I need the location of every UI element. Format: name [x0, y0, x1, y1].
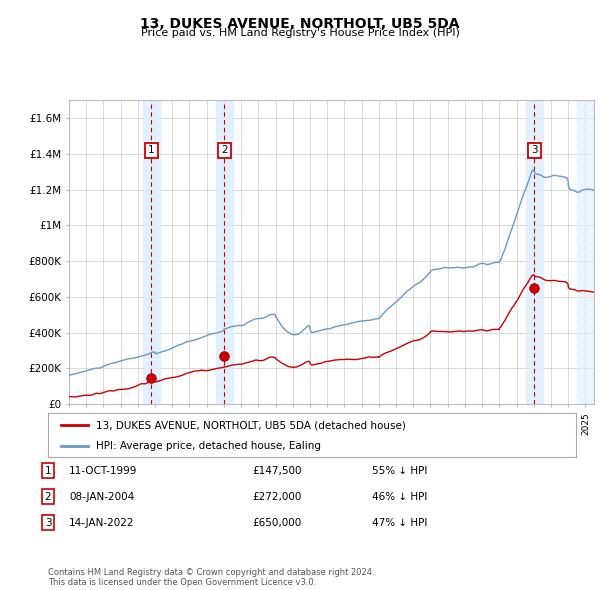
- Text: HPI: Average price, detached house, Ealing: HPI: Average price, detached house, Eali…: [95, 441, 320, 451]
- Text: 55% ↓ HPI: 55% ↓ HPI: [372, 466, 427, 476]
- Bar: [526, 100, 543, 404]
- Text: £650,000: £650,000: [252, 518, 301, 527]
- Text: 2: 2: [44, 492, 52, 502]
- Text: 14-JAN-2022: 14-JAN-2022: [69, 518, 134, 527]
- Text: 13, DUKES AVENUE, NORTHOLT, UB5 5DA (detached house): 13, DUKES AVENUE, NORTHOLT, UB5 5DA (det…: [95, 421, 406, 430]
- Text: 1: 1: [148, 146, 155, 155]
- Text: £147,500: £147,500: [252, 466, 302, 476]
- Bar: [577, 100, 594, 404]
- Text: 2: 2: [221, 146, 228, 155]
- Text: 1: 1: [44, 466, 52, 476]
- Text: 08-JAN-2004: 08-JAN-2004: [69, 492, 134, 502]
- Text: £272,000: £272,000: [252, 492, 301, 502]
- Text: 11-OCT-1999: 11-OCT-1999: [69, 466, 137, 476]
- Text: Contains HM Land Registry data © Crown copyright and database right 2024.
This d: Contains HM Land Registry data © Crown c…: [48, 568, 374, 587]
- Text: Price paid vs. HM Land Registry's House Price Index (HPI): Price paid vs. HM Land Registry's House …: [140, 28, 460, 38]
- Text: 3: 3: [531, 146, 538, 155]
- Text: 46% ↓ HPI: 46% ↓ HPI: [372, 492, 427, 502]
- Bar: [216, 100, 233, 404]
- Text: 3: 3: [44, 518, 52, 527]
- Text: 47% ↓ HPI: 47% ↓ HPI: [372, 518, 427, 527]
- Bar: [143, 100, 160, 404]
- Text: 13, DUKES AVENUE, NORTHOLT, UB5 5DA: 13, DUKES AVENUE, NORTHOLT, UB5 5DA: [140, 17, 460, 31]
